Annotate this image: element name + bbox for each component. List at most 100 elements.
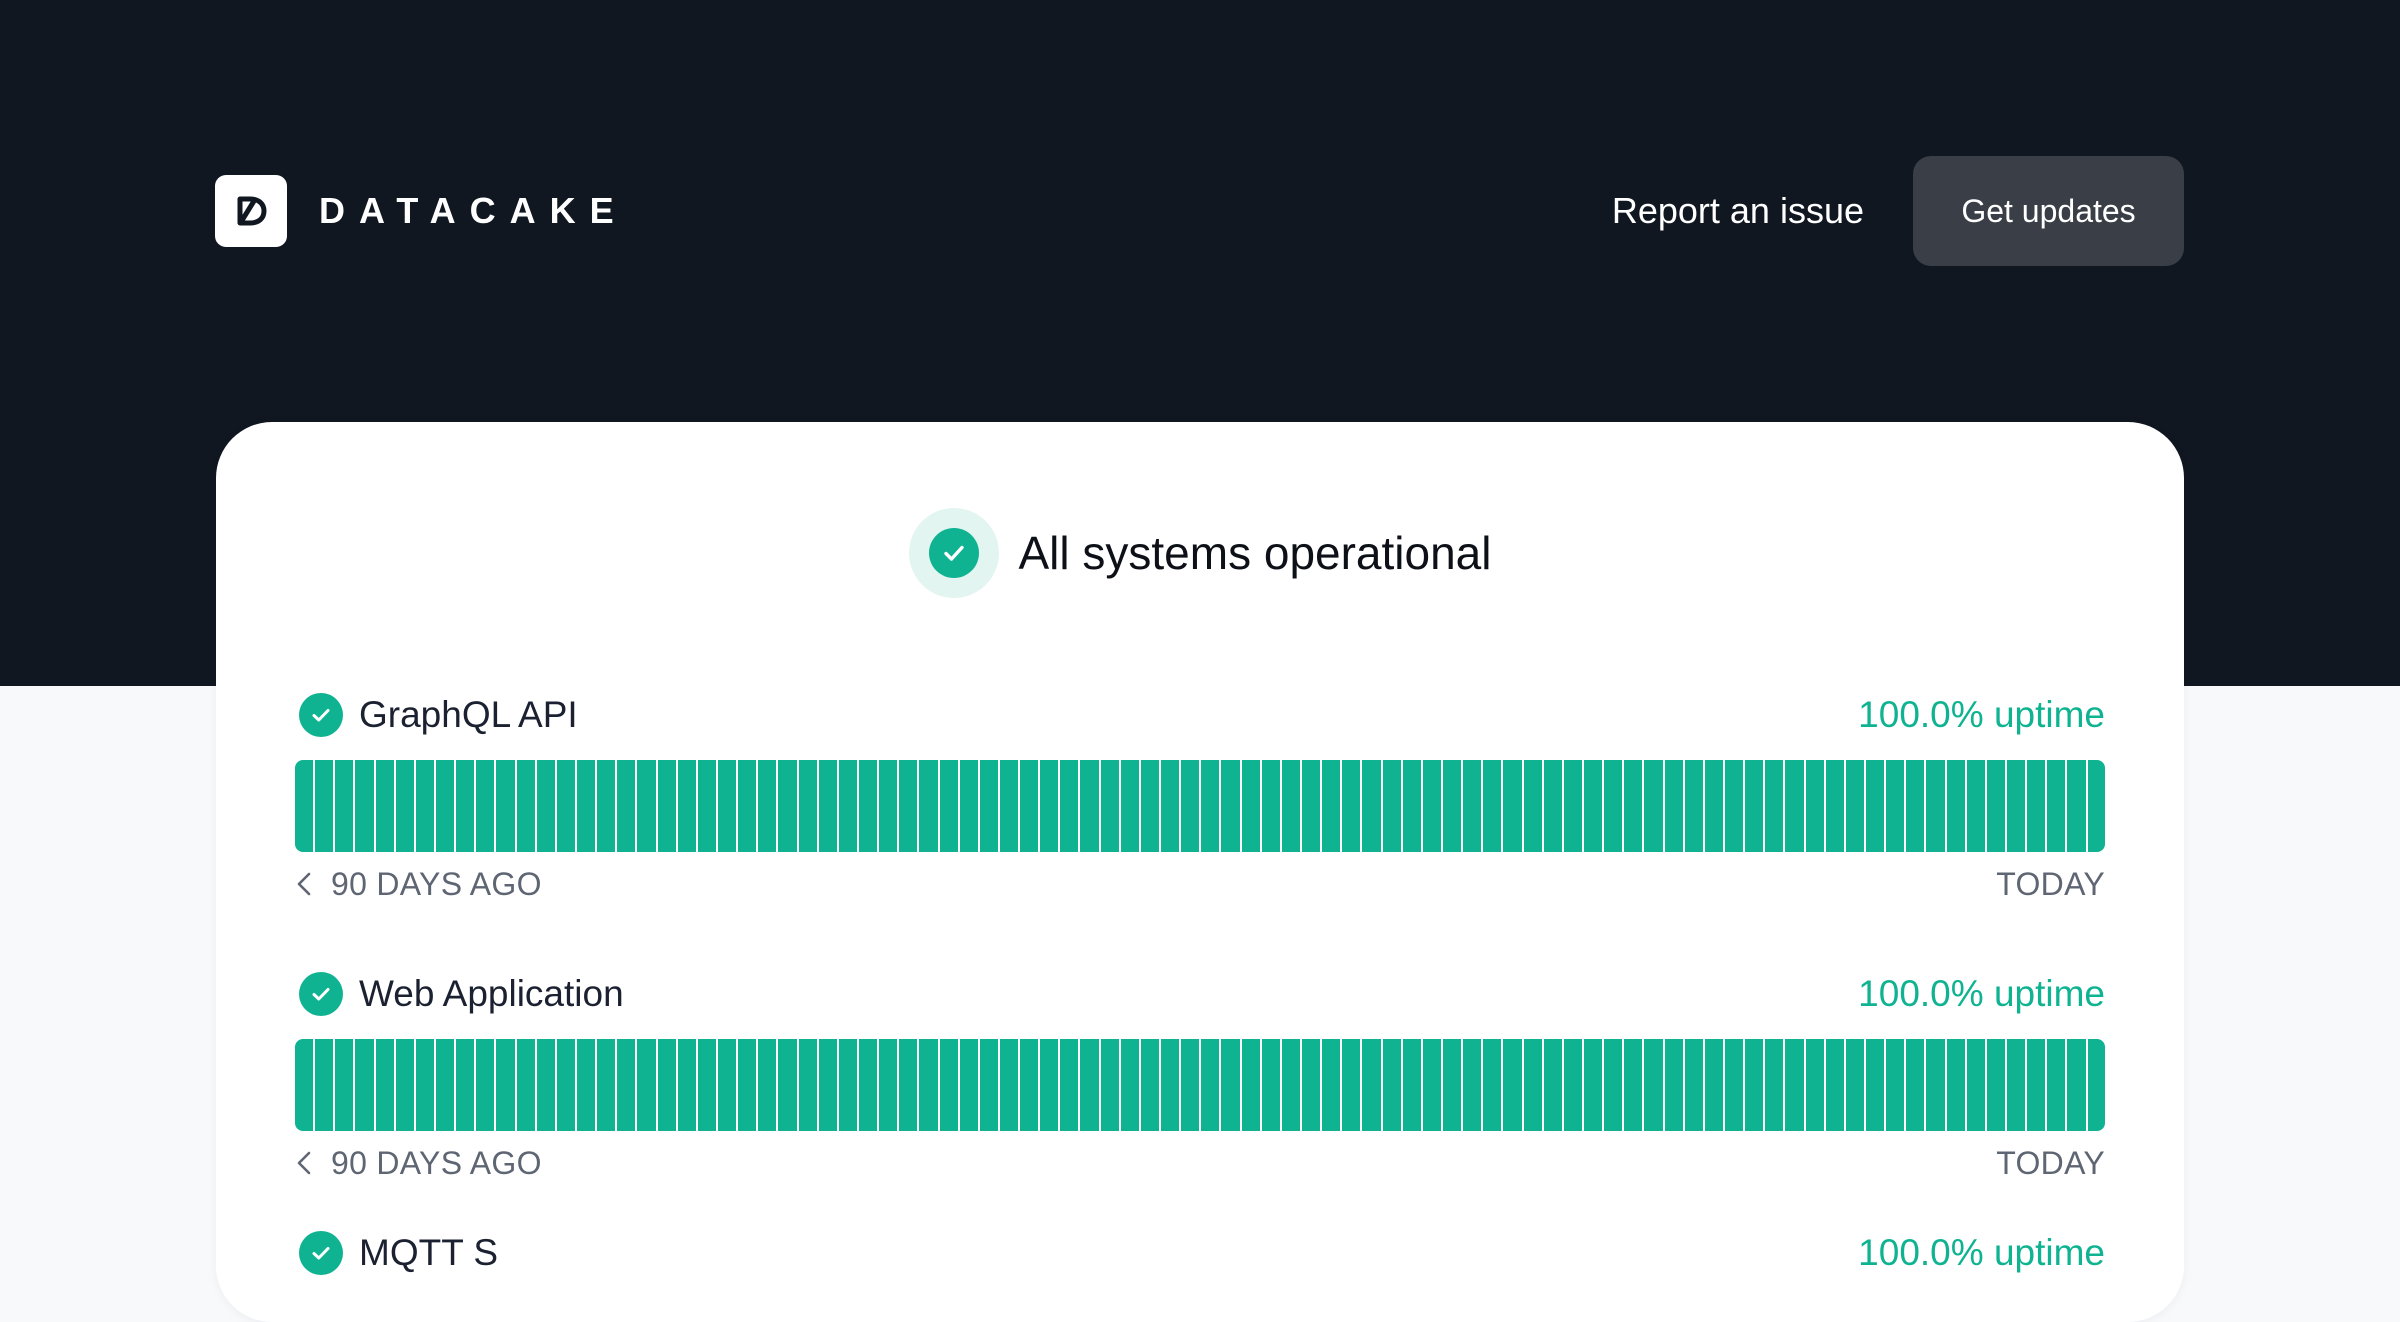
uptime-day-bar[interactable]	[1443, 760, 1462, 852]
uptime-day-bar[interactable]	[1040, 760, 1059, 852]
uptime-day-bar[interactable]	[1906, 760, 1925, 852]
uptime-day-bar[interactable]	[1241, 760, 1260, 852]
uptime-day-bar[interactable]	[355, 760, 374, 852]
uptime-day-bar[interactable]	[1463, 1039, 1482, 1131]
uptime-day-bar[interactable]	[1926, 1039, 1945, 1131]
uptime-day-bar[interactable]	[1161, 1039, 1180, 1131]
uptime-day-bar[interactable]	[1805, 1039, 1824, 1131]
uptime-day-bar[interactable]	[1040, 1039, 1059, 1131]
uptime-day-bar[interactable]	[2047, 1039, 2066, 1131]
get-updates-button[interactable]: Get updates	[1913, 156, 2184, 266]
uptime-day-bar[interactable]	[838, 760, 857, 852]
uptime-day-bar[interactable]	[597, 1039, 616, 1131]
uptime-day-bar[interactable]	[1765, 1039, 1784, 1131]
uptime-day-bar[interactable]	[1724, 760, 1744, 852]
uptime-day-bar[interactable]	[597, 760, 616, 852]
uptime-day-bar[interactable]	[1926, 760, 1945, 852]
uptime-day-bar[interactable]	[738, 1039, 757, 1131]
uptime-day-bar[interactable]	[858, 1039, 878, 1131]
uptime-day-bar[interactable]	[536, 760, 555, 852]
uptime-day-bar[interactable]	[476, 760, 495, 852]
uptime-day-bar[interactable]	[1845, 1039, 1864, 1131]
uptime-day-bar[interactable]	[355, 1039, 374, 1131]
uptime-day-bar[interactable]	[1805, 760, 1824, 852]
uptime-day-bar[interactable]	[1342, 1039, 1361, 1131]
uptime-day-bar[interactable]	[496, 760, 515, 852]
uptime-day-bar[interactable]	[738, 760, 757, 852]
uptime-day-bar[interactable]	[899, 1039, 918, 1131]
uptime-day-bar[interactable]	[617, 1039, 636, 1131]
uptime-day-bar[interactable]	[1865, 1039, 1885, 1131]
report-issue-link[interactable]: Report an issue	[1611, 190, 1864, 231]
uptime-day-bar[interactable]	[295, 1039, 314, 1131]
uptime-day-bar[interactable]	[1604, 1039, 1623, 1131]
uptime-day-bar[interactable]	[1745, 1039, 1764, 1131]
uptime-day-bar[interactable]	[939, 760, 958, 852]
brand-logo[interactable]: DATACAKE	[215, 175, 628, 247]
uptime-day-bar[interactable]	[335, 760, 354, 852]
uptime-day-bar[interactable]	[879, 1039, 898, 1131]
uptime-day-bar[interactable]	[1906, 1039, 1925, 1131]
uptime-day-bar[interactable]	[919, 760, 938, 852]
uptime-day-bar[interactable]	[2087, 760, 2105, 852]
uptime-day-bar[interactable]	[1322, 760, 1341, 852]
uptime-day-bar[interactable]	[979, 1039, 998, 1131]
uptime-day-bar[interactable]	[1060, 1039, 1079, 1131]
uptime-day-bar[interactable]	[1201, 760, 1220, 852]
uptime-day-bar[interactable]	[2006, 1039, 2026, 1131]
uptime-day-bar[interactable]	[999, 1039, 1019, 1131]
uptime-day-bar[interactable]	[1966, 760, 1985, 852]
uptime-day-bar[interactable]	[1624, 1039, 1643, 1131]
uptime-day-bar[interactable]	[1181, 1039, 1200, 1131]
uptime-day-bar[interactable]	[1140, 760, 1160, 852]
uptime-day-bar[interactable]	[959, 760, 978, 852]
uptime-day-bar[interactable]	[717, 1039, 737, 1131]
uptime-day-bar[interactable]	[1221, 760, 1240, 852]
uptime-day-bar[interactable]	[899, 760, 918, 852]
uptime-day-bar[interactable]	[1966, 1039, 1985, 1131]
uptime-day-bar[interactable]	[335, 1039, 354, 1131]
uptime-day-bar[interactable]	[858, 760, 878, 852]
uptime-day-bar[interactable]	[1261, 760, 1280, 852]
uptime-day-bar[interactable]	[1664, 760, 1683, 852]
uptime-day-bar[interactable]	[1765, 760, 1784, 852]
uptime-day-bar[interactable]	[315, 1039, 334, 1131]
uptime-day-bar[interactable]	[1704, 1039, 1723, 1131]
uptime-day-bar[interactable]	[1986, 760, 2005, 852]
uptime-day-bar[interactable]	[1322, 1039, 1341, 1131]
uptime-day-bar[interactable]	[1080, 760, 1099, 852]
uptime-day-bar[interactable]	[516, 760, 535, 852]
uptime-day-bar[interactable]	[1523, 760, 1542, 852]
uptime-day-bar[interactable]	[395, 1039, 414, 1131]
uptime-day-bar[interactable]	[1785, 1039, 1804, 1131]
uptime-day-bar[interactable]	[1644, 760, 1663, 852]
uptime-day-bar[interactable]	[1845, 760, 1864, 852]
uptime-day-bar[interactable]	[1060, 760, 1079, 852]
uptime-day-bar[interactable]	[1704, 760, 1723, 852]
uptime-day-bar[interactable]	[435, 1039, 455, 1131]
uptime-day-bar[interactable]	[415, 1039, 434, 1131]
uptime-day-bar[interactable]	[1503, 760, 1522, 852]
uptime-day-bar[interactable]	[818, 1039, 837, 1131]
uptime-day-bar[interactable]	[1785, 760, 1804, 852]
uptime-day-bar[interactable]	[1986, 1039, 2005, 1131]
uptime-day-bar[interactable]	[1201, 1039, 1220, 1131]
uptime-day-bar[interactable]	[879, 760, 898, 852]
uptime-day-bar[interactable]	[375, 760, 394, 852]
uptime-day-bar[interactable]	[536, 1039, 555, 1131]
uptime-day-bar[interactable]	[556, 760, 575, 852]
uptime-day-bar[interactable]	[1664, 1039, 1683, 1131]
uptime-day-bar[interactable]	[1865, 760, 1885, 852]
uptime-day-bar[interactable]	[1483, 760, 1502, 852]
uptime-day-bar[interactable]	[838, 1039, 857, 1131]
uptime-day-bar[interactable]	[1402, 1039, 1421, 1131]
uptime-day-bar[interactable]	[2067, 1039, 2086, 1131]
uptime-day-bar[interactable]	[2047, 760, 2066, 852]
uptime-day-bar[interactable]	[1543, 1039, 1562, 1131]
uptime-day-bar[interactable]	[1584, 1039, 1603, 1131]
uptime-day-bar[interactable]	[1181, 760, 1200, 852]
uptime-day-bar[interactable]	[1724, 1039, 1744, 1131]
uptime-day-bar[interactable]	[1946, 760, 1965, 852]
uptime-day-bar[interactable]	[1281, 760, 1301, 852]
uptime-day-bar[interactable]	[637, 760, 656, 852]
